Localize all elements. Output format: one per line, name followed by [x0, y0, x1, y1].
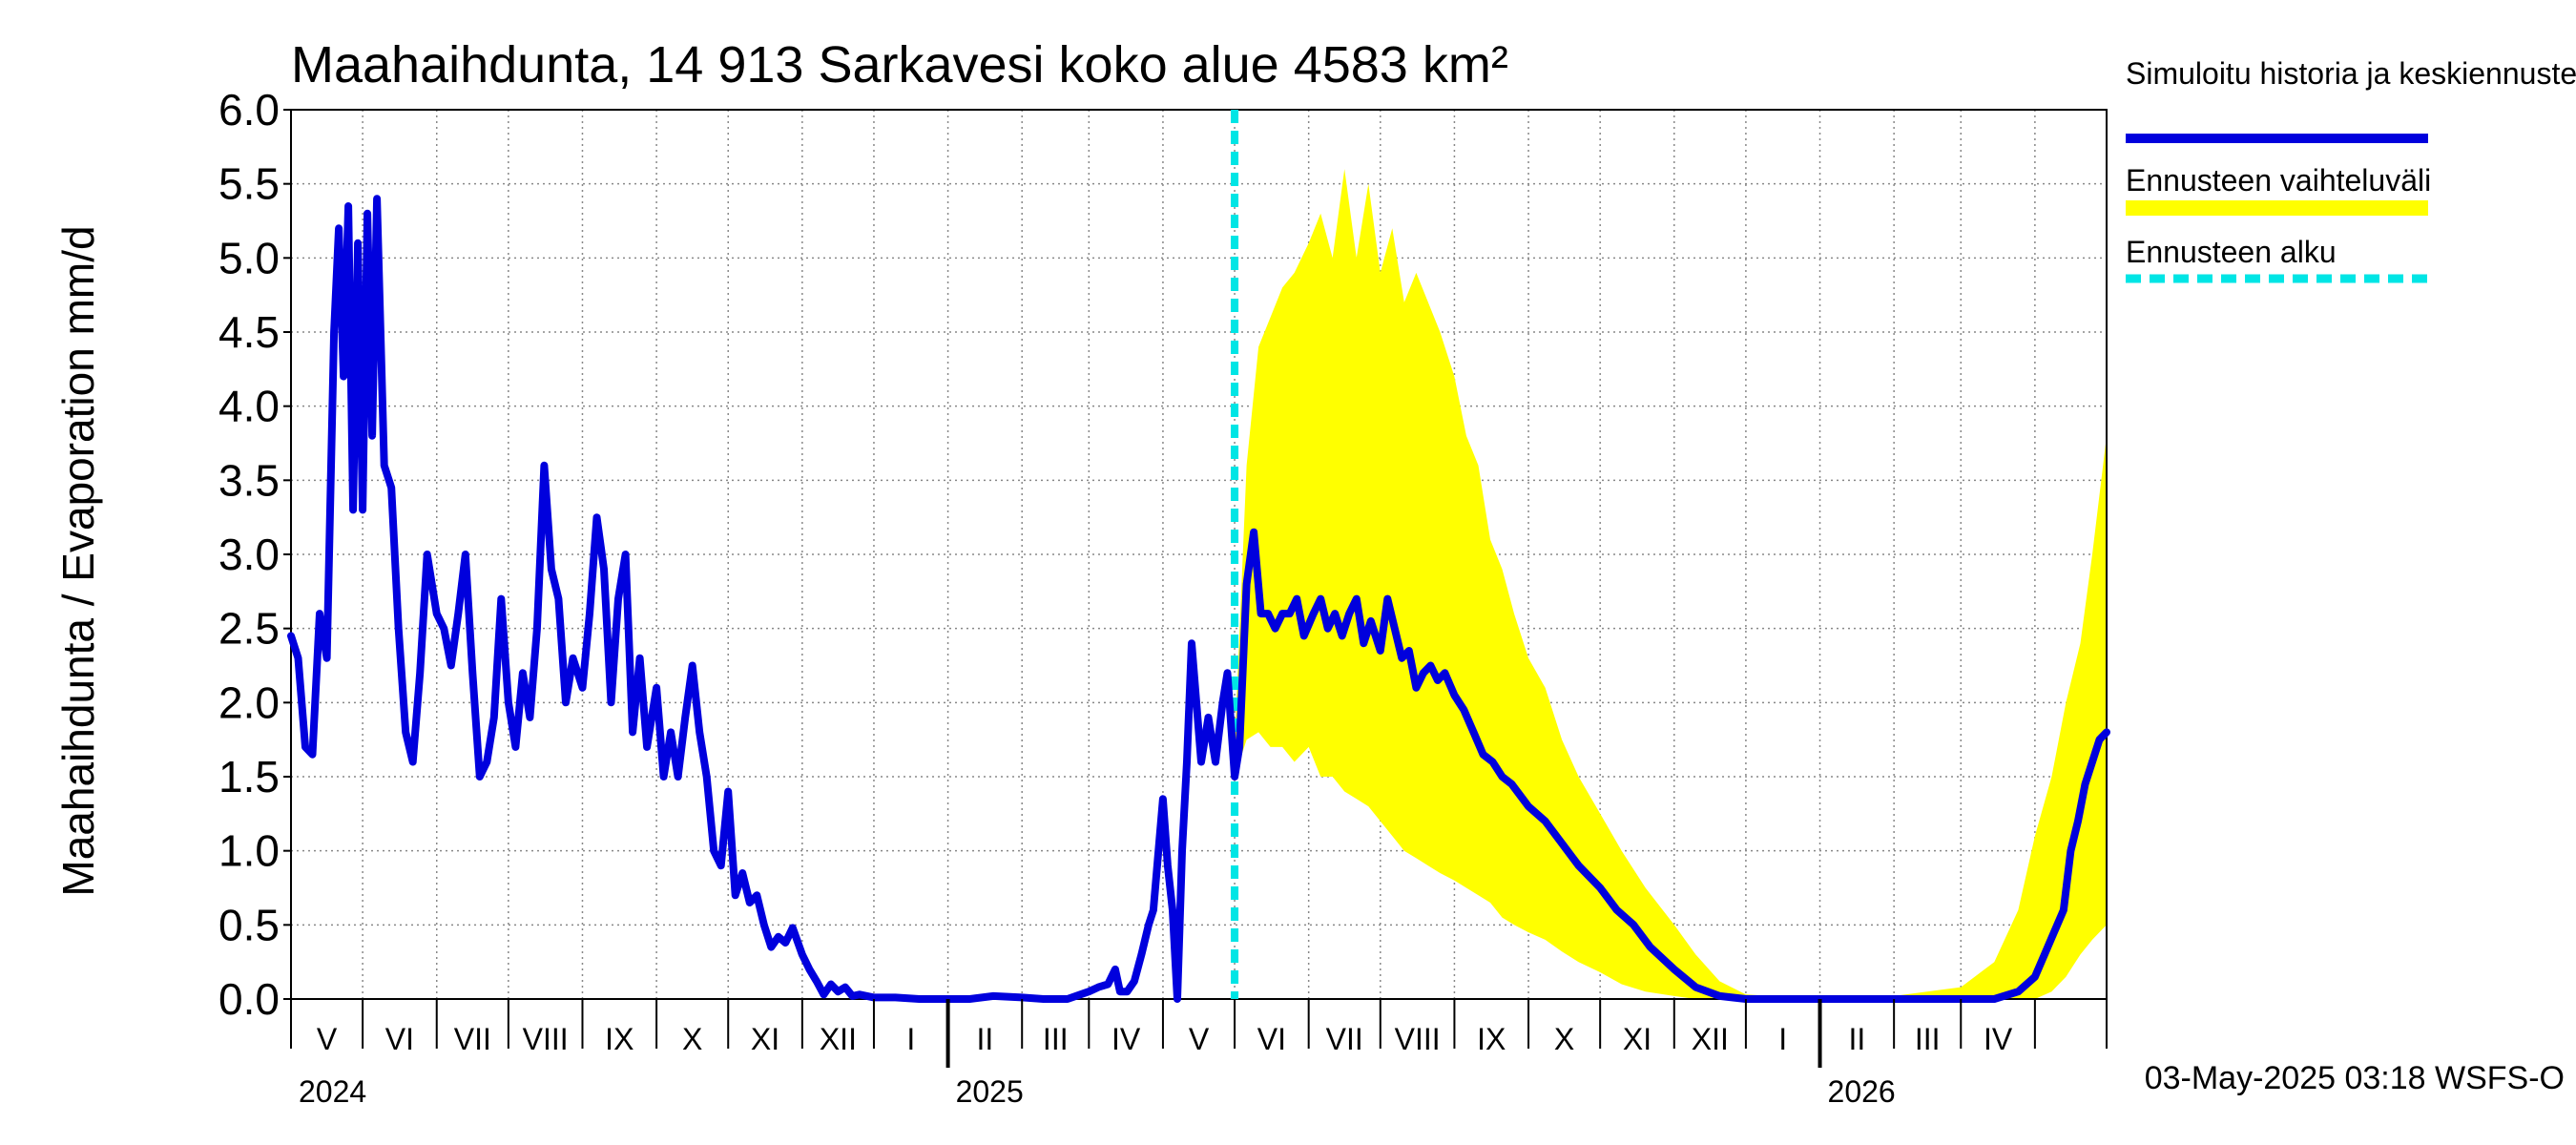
y-tick-label: 4.0	[218, 382, 280, 431]
x-month-label: IX	[605, 1022, 634, 1056]
x-month-label: VI	[1257, 1022, 1286, 1056]
x-month-label: IX	[1477, 1022, 1506, 1056]
y-tick-label: 1.0	[218, 826, 280, 876]
x-month-label: VI	[385, 1022, 414, 1056]
x-month-label: XI	[1623, 1022, 1652, 1056]
y-tick-label: 1.5	[218, 752, 280, 802]
timestamp: 03-May-2025 03:18 WSFS-O	[2145, 1060, 2565, 1096]
x-month-label: V	[317, 1022, 338, 1056]
y-tick-label: 2.5	[218, 604, 280, 654]
y-axis-label: Maahaihdunta / Evaporation mm/d	[53, 225, 103, 896]
y-tick-label: 2.0	[218, 677, 280, 727]
y-tick-label: 3.0	[218, 530, 280, 579]
x-month-label: XI	[751, 1022, 779, 1056]
legend: Simuloitu historia ja keskiennuste Ennus…	[2126, 56, 2576, 283]
legend-label-range: Ennusteen vaihteluväli	[2126, 163, 2431, 198]
series-layer	[287, 195, 2110, 1003]
forecast-band	[1235, 169, 2107, 1000]
x-month-label: XII	[820, 1022, 857, 1056]
chart-title: Maahaihdunta, 14 913 Sarkavesi koko alue…	[291, 36, 1508, 94]
x-month-label: III	[1915, 1022, 1941, 1056]
x-month-label: X	[682, 1022, 702, 1056]
legend-label-forecast-start: Ennusteen alku	[2126, 235, 2337, 269]
y-tick-labels: 0.0 0.5 1.0 1.5 2.0 2.5 3.0 3.5 4.0 4.5 5.0 5.5 6.0	[218, 85, 291, 1024]
x-month-label: VIII	[523, 1022, 569, 1056]
y-tick-label: 6.0	[218, 85, 280, 135]
x-month-label: XII	[1692, 1022, 1729, 1056]
x-month-label: III	[1043, 1022, 1069, 1056]
y-tick-label: 5.0	[218, 233, 280, 282]
x-month-label: VII	[454, 1022, 491, 1056]
x-month-label: V	[1189, 1022, 1210, 1056]
grid-lines	[291, 110, 2107, 999]
x-axis: V VI VII VIII IX X XI XII I II III IV V VI VII VIII IX X X…	[290, 999, 2108, 1109]
forecast-band-layer	[1235, 169, 2107, 1000]
x-month-label: VII	[1326, 1022, 1363, 1056]
y-tick-label: 3.5	[218, 455, 280, 505]
y-tick-label: 0.5	[218, 900, 280, 949]
y-tick-label: 4.5	[218, 307, 280, 357]
x-month-label: I	[906, 1022, 915, 1056]
x-month-label: IV	[1111, 1022, 1141, 1056]
x-year-label: 2025	[956, 1074, 1024, 1109]
x-year-label: 2024	[299, 1074, 366, 1109]
y-tick-label: 0.0	[218, 974, 280, 1024]
x-month-label: IV	[1984, 1022, 2013, 1056]
legend-label-simulated: Simuloitu historia ja keskiennuste	[2126, 56, 2576, 91]
y-tick-label: 5.5	[218, 159, 280, 209]
x-year-label: 2026	[1828, 1074, 1896, 1109]
series-line-simulated	[287, 195, 2110, 1003]
x-month-label: II	[1848, 1022, 1865, 1056]
x-month-label: VIII	[1395, 1022, 1441, 1056]
x-month-label: II	[977, 1022, 994, 1056]
x-month-label: X	[1554, 1022, 1574, 1056]
x-month-label: I	[1778, 1022, 1787, 1056]
